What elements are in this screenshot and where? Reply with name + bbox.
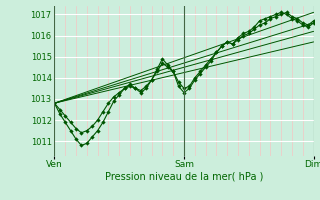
X-axis label: Pression niveau de la mer( hPa ): Pression niveau de la mer( hPa ) xyxy=(105,172,263,182)
